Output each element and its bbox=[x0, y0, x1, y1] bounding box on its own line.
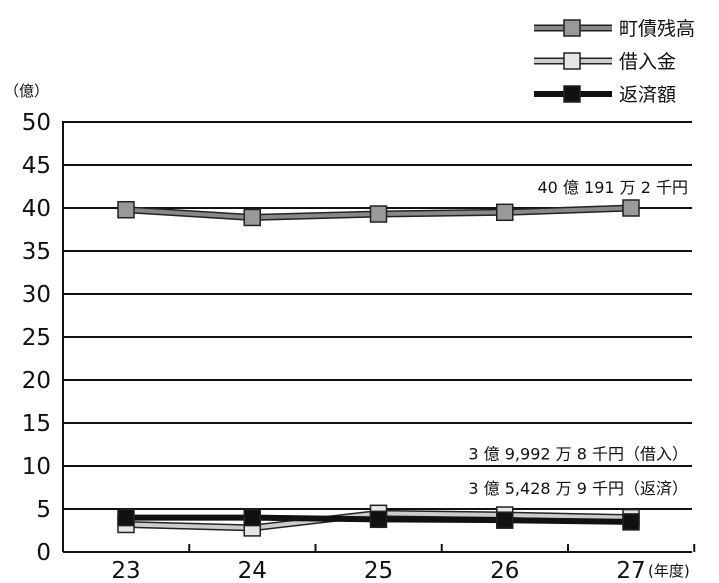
y-tick-label: 10 bbox=[22, 454, 51, 480]
data-point bbox=[117, 508, 135, 527]
legend-swatch-marker bbox=[563, 19, 581, 37]
annotations: 40 億 191 万 2 千円 3 億 9,992 万 8 千円（借入） 3 億 5… bbox=[468, 178, 688, 498]
x-tick-label: 26 bbox=[490, 558, 519, 583]
x-axis bbox=[62, 121, 696, 553]
y-tick-labels: 0 5 10 15 20 25 30 35 40 45 50 bbox=[22, 110, 51, 566]
y-tick-label: 25 bbox=[22, 325, 51, 351]
x-tick-label: 23 bbox=[111, 558, 140, 583]
data-point bbox=[369, 510, 388, 529]
data-point bbox=[622, 513, 640, 531]
legend-label: 町債残高 bbox=[619, 18, 695, 40]
series-group bbox=[117, 199, 640, 537]
data-point bbox=[496, 203, 514, 222]
y-tick-label: 5 bbox=[36, 497, 51, 523]
x-tick-label: 24 bbox=[238, 558, 267, 583]
data-point bbox=[243, 508, 261, 527]
x-tick-labels: 23 24 25 26 27 bbox=[111, 558, 645, 583]
annotation-label: 40 億 191 万 2 千円 bbox=[537, 178, 688, 197]
legend-swatch-marker bbox=[563, 85, 581, 103]
data-point bbox=[243, 208, 261, 227]
x-axis-unit: (年度) bbox=[648, 562, 690, 580]
legend-label: 借入金 bbox=[619, 51, 676, 73]
x-tick-label: 27 bbox=[616, 558, 645, 583]
legend-item: 返済額 bbox=[534, 84, 676, 106]
series-1 bbox=[117, 199, 640, 227]
data-point bbox=[622, 199, 640, 217]
data-point bbox=[496, 511, 514, 529]
y-tick-label: 20 bbox=[22, 368, 51, 394]
legend-item: 町債残高 bbox=[534, 18, 695, 40]
legend-label: 返済額 bbox=[619, 84, 676, 106]
y-tick-label: 30 bbox=[22, 282, 51, 308]
data-point bbox=[369, 205, 388, 223]
y-tick-label: 40 bbox=[22, 196, 51, 222]
y-tick-label: 35 bbox=[22, 239, 51, 265]
x-tick-label: 25 bbox=[364, 558, 393, 583]
y-tick-label: 45 bbox=[22, 153, 51, 179]
y-axis-unit: （億） bbox=[4, 82, 49, 100]
legend-swatch-marker bbox=[563, 52, 581, 70]
y-tick-label: 0 bbox=[36, 540, 51, 566]
data-point bbox=[117, 200, 135, 219]
series-3 bbox=[117, 508, 640, 531]
legend-item: 借入金 bbox=[534, 51, 676, 73]
annotation-label: 3 億 5,428 万 9 千円（返済） bbox=[468, 479, 688, 498]
y-tick-label: 50 bbox=[22, 110, 51, 136]
annotation-label: 3 億 9,992 万 8 千円（借入） bbox=[468, 445, 688, 464]
y-tick-label: 15 bbox=[22, 411, 51, 437]
